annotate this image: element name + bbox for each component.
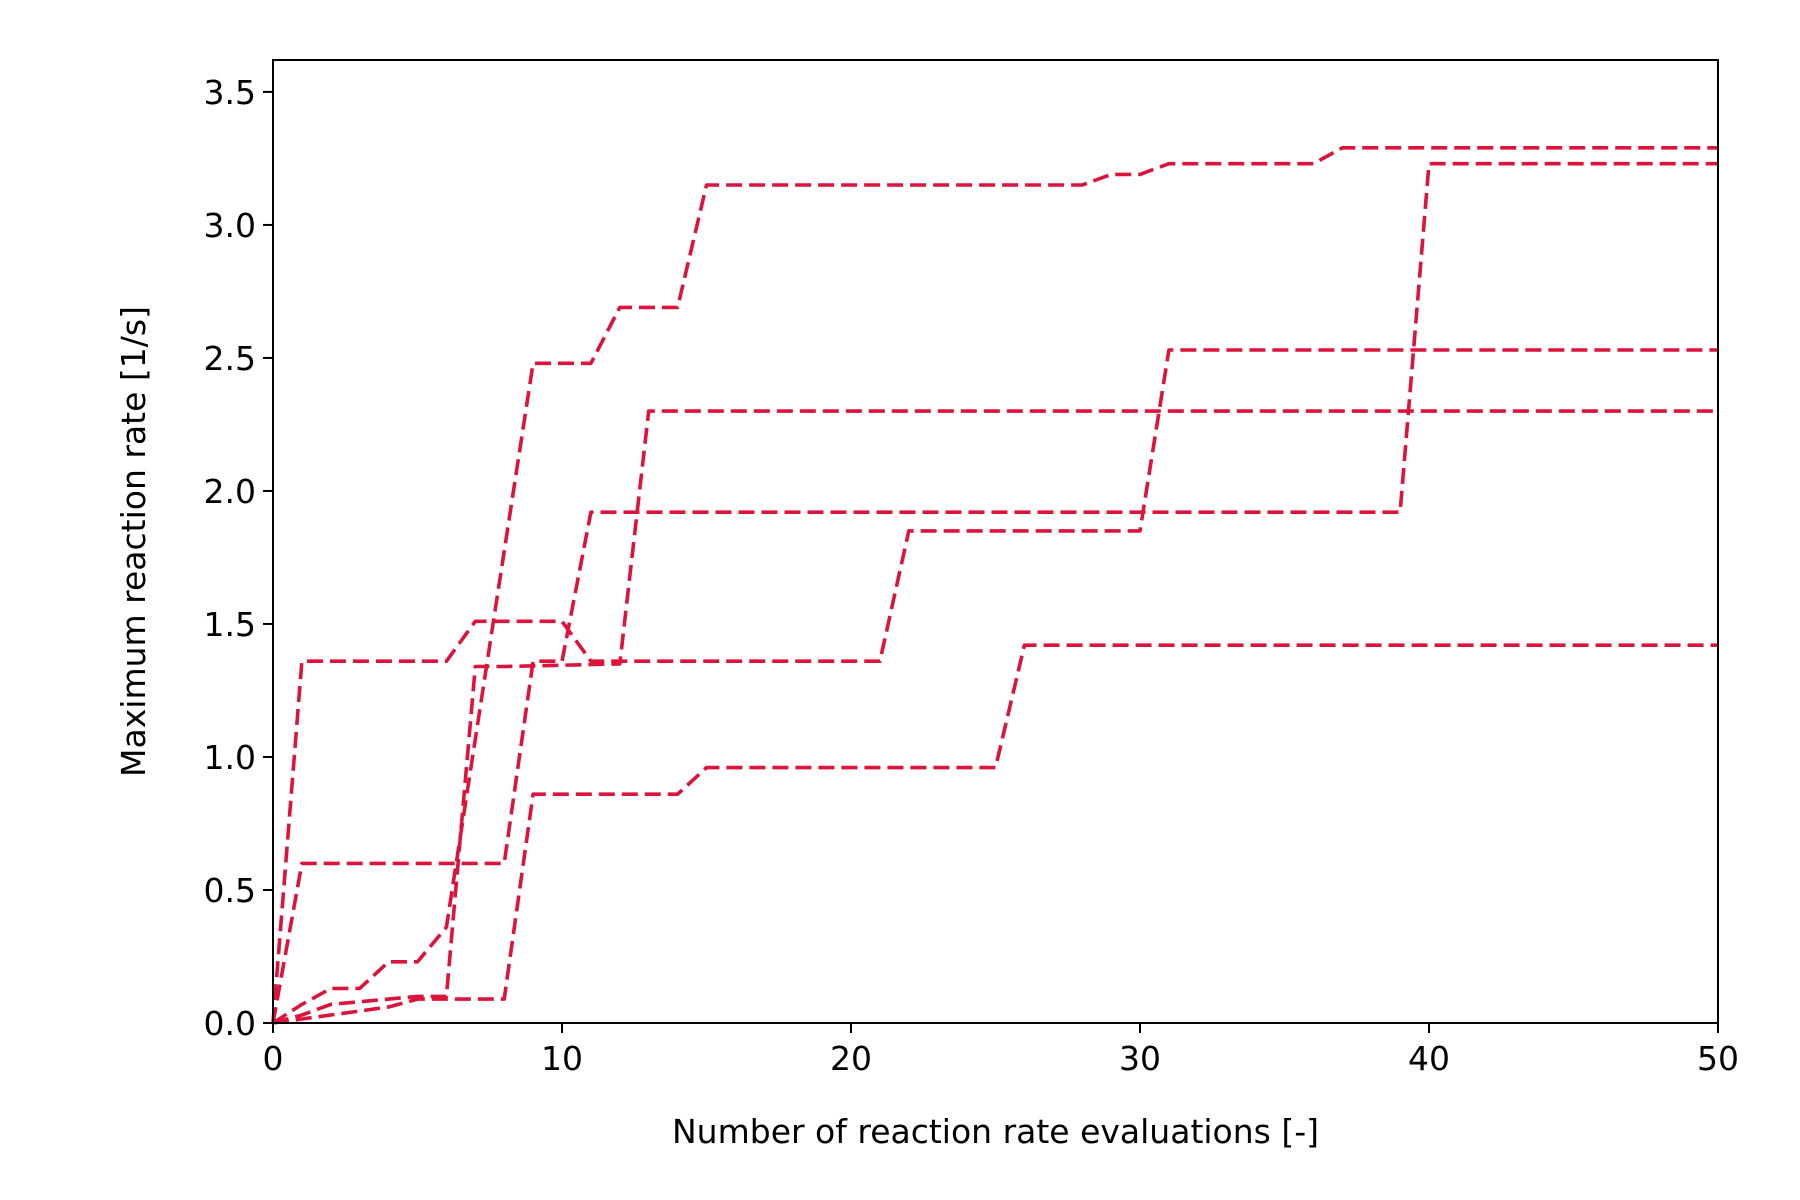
x-axis-label: Number of reaction rate evaluations [-] <box>672 1112 1319 1151</box>
x-tick-label: 30 <box>1119 1039 1161 1078</box>
y-tick-label: 0.0 <box>204 1004 256 1043</box>
series-line-4 <box>272 643 1718 1025</box>
series-layer <box>271 146 1718 1025</box>
x-tick-label: 40 <box>1408 1039 1450 1078</box>
y-tick-label: 3.5 <box>204 73 256 112</box>
x-tick-label: 10 <box>541 1039 583 1078</box>
y-tick-label: 2.5 <box>204 339 256 378</box>
x-tick-label: 20 <box>830 1039 872 1078</box>
x-tick-label: 0 <box>263 1039 284 1078</box>
series-line-1 <box>272 146 1718 1025</box>
y-tick-label: 1.0 <box>204 738 256 777</box>
x-tick-label: 50 <box>1697 1039 1739 1078</box>
tick-layer: 0 10 20 30 40 50 0.0 0.5 1.0 1.5 2.0 2.5 3.0 3.5 <box>204 73 1739 1078</box>
y-tick-label: 2.0 <box>204 472 256 511</box>
y-tick-label: 0.5 <box>204 871 256 910</box>
y-axis-label: Maximum reaction rate [1/s] <box>114 306 153 777</box>
plot-frame <box>272 59 1719 1024</box>
y-tick-label: 3.0 <box>204 206 256 245</box>
series-line-5 <box>271 348 1718 1024</box>
y-tick-label: 1.5 <box>204 605 256 644</box>
